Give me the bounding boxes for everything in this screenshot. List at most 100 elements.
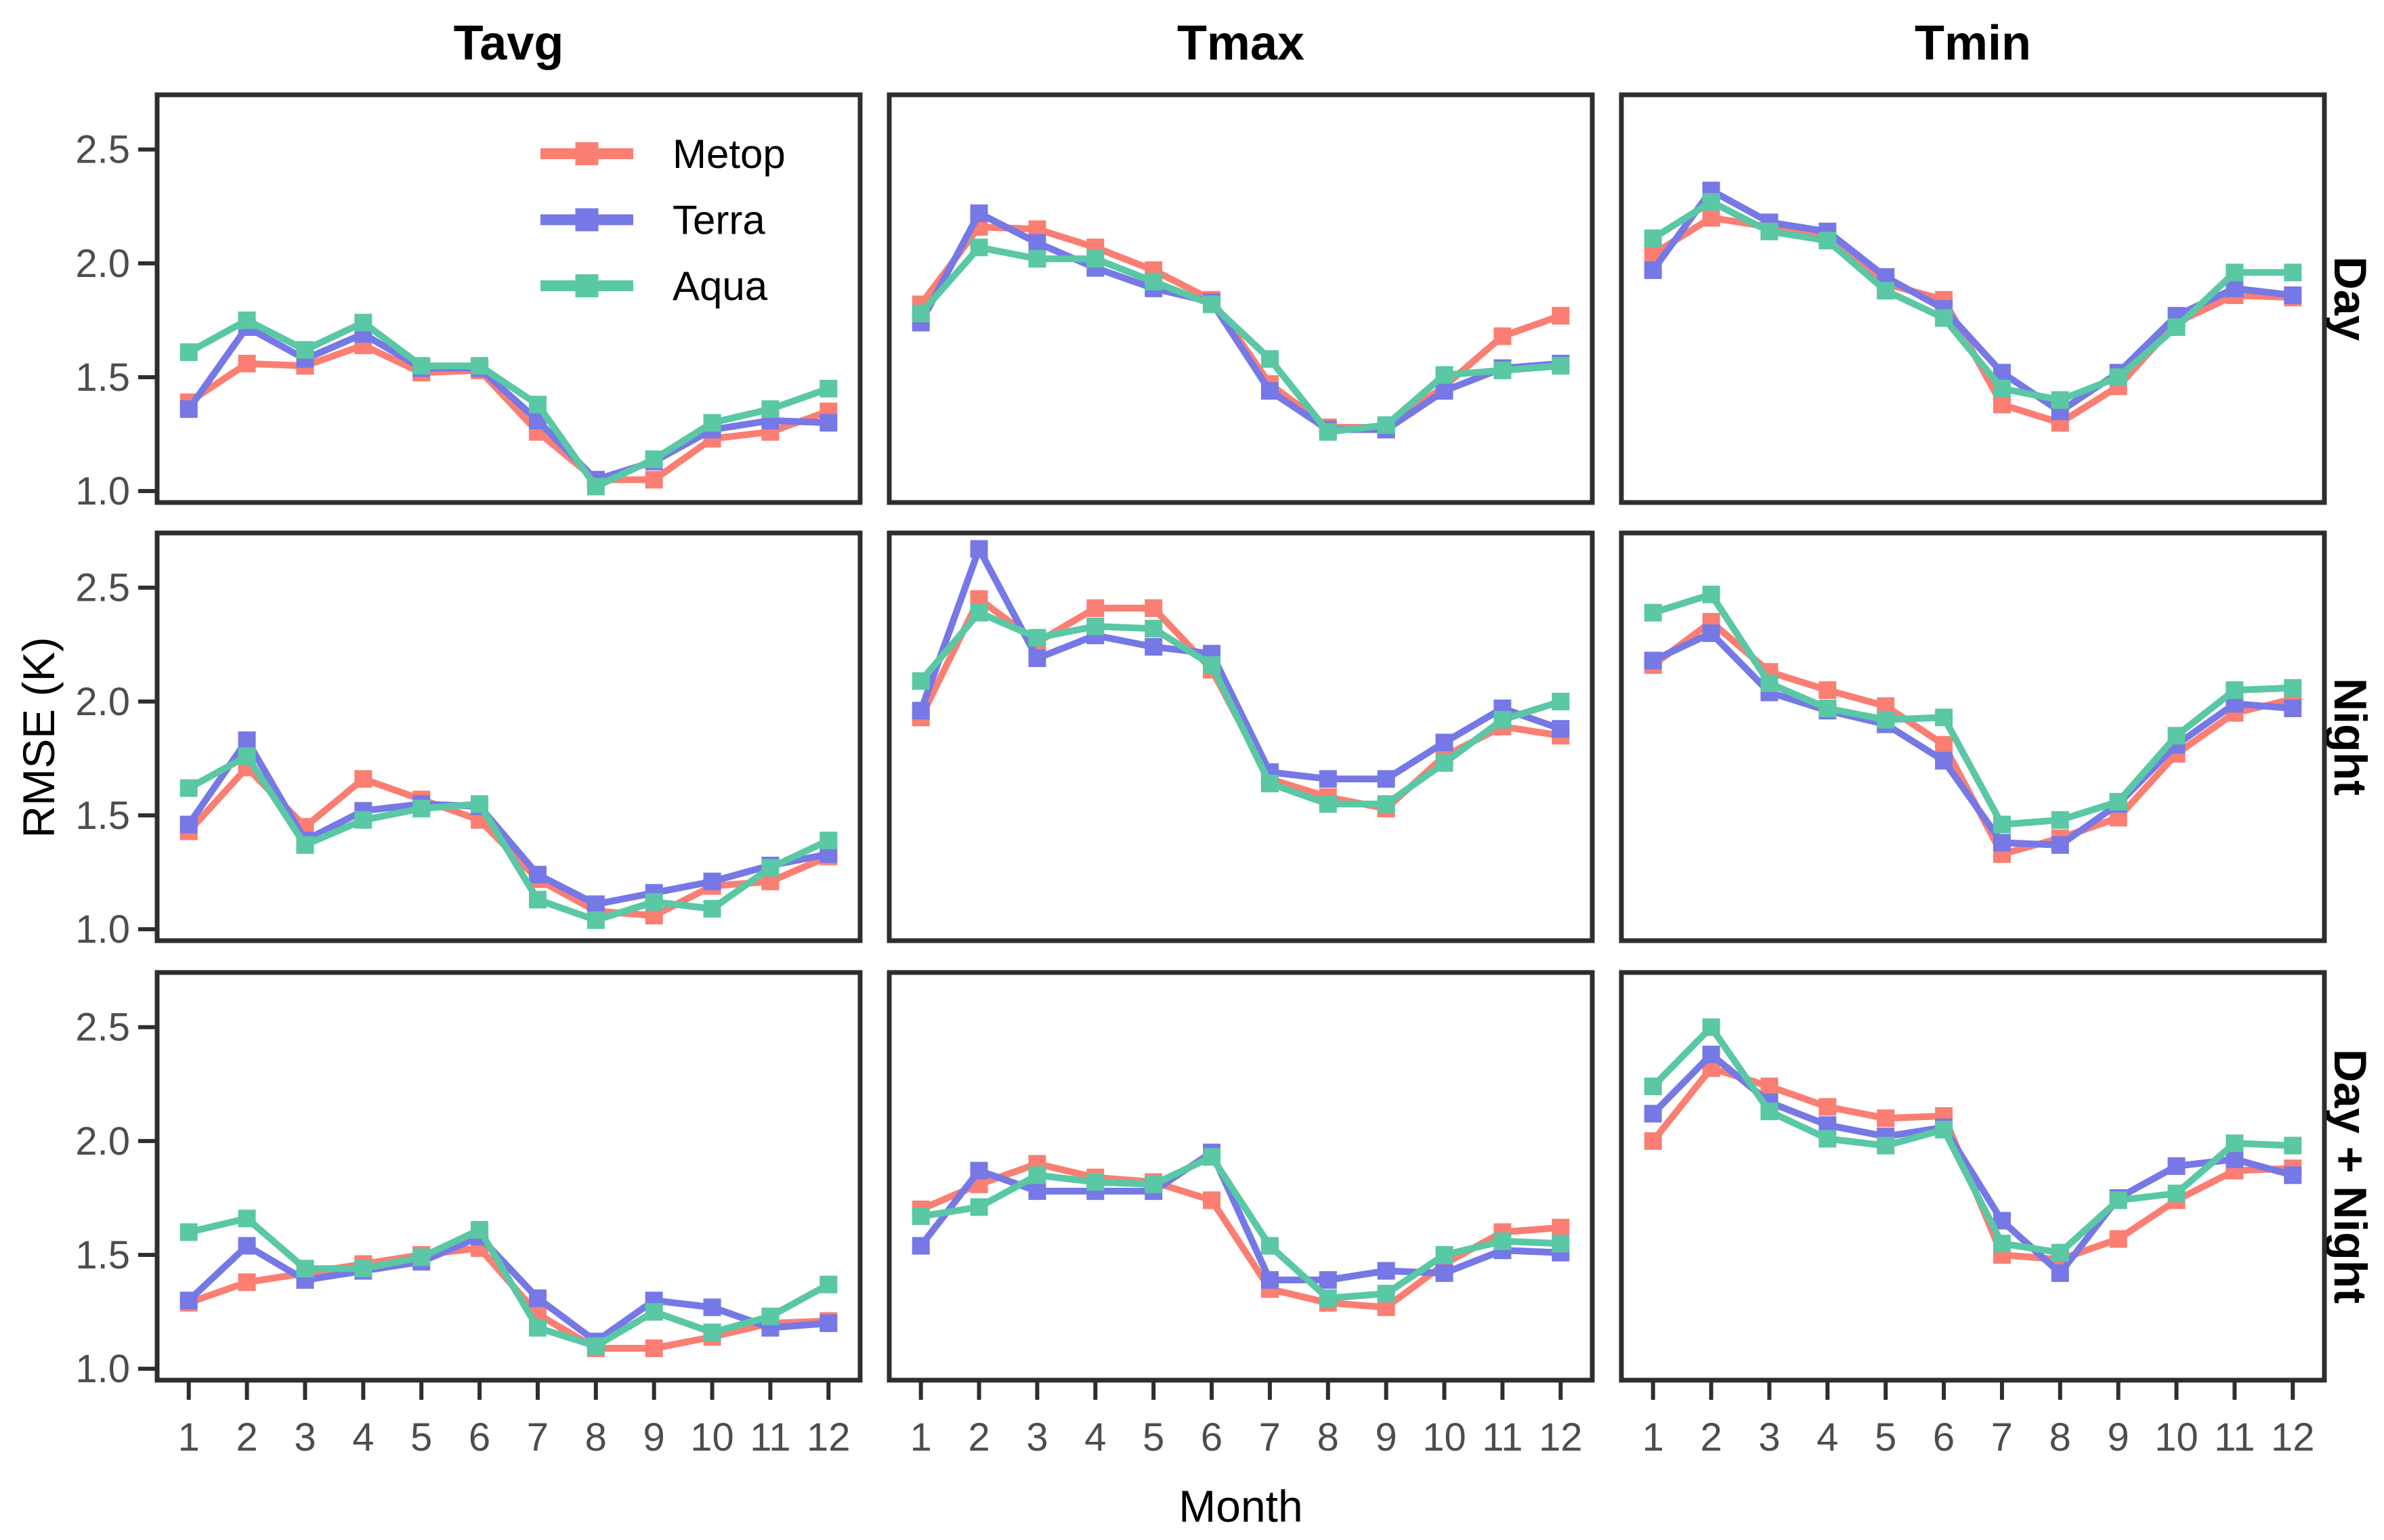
series-marker-terra-tavg-night <box>703 872 721 891</box>
series-marker-terra-tmax-night <box>1028 649 1046 667</box>
series-marker-metop-tavg-day <box>645 471 663 489</box>
series-marker-aqua-tmin-day-night <box>1935 1121 1953 1139</box>
series-line-terra-tmax-day-night <box>917 1149 1564 1283</box>
series-marker-aqua-tmin-day-night <box>1760 1103 1779 1121</box>
x-tick-label: 1 <box>910 1415 932 1459</box>
series-marker-aqua-tmin-night <box>1818 699 1837 717</box>
row-label-day-night: Day + Night <box>2324 1049 2376 1304</box>
series-marker-aqua-tmin-day <box>1644 229 1662 247</box>
series-marker-terra-tmax-night <box>1435 733 1453 752</box>
series-marker-terra-tmax-day-night <box>1319 1271 1337 1289</box>
series-marker-aqua-tavg-night <box>179 779 198 797</box>
series-marker-aqua-tavg-day <box>645 450 663 469</box>
series-marker-aqua-tmax-day <box>1145 272 1163 291</box>
series-marker-aqua-tmax-day <box>1435 366 1453 384</box>
series-marker-aqua-tmax-day <box>1493 361 1512 379</box>
series-marker-aqua-tavg-night <box>703 899 721 918</box>
series-marker-aqua-tmin-night <box>1702 585 1720 603</box>
series-marker-aqua-tmin-day-night <box>1993 1235 2011 1253</box>
x-tick-label: 8 <box>2049 1415 2071 1459</box>
y-tick-label: 2.5 <box>75 128 130 172</box>
series-marker-metop-tavg-day-night <box>238 1273 256 1291</box>
series-marker-metop-tmax-night <box>1086 599 1105 617</box>
series-line-aqua-tavg-day-night <box>185 1215 832 1350</box>
series-marker-metop-tmin-day-night <box>1644 1132 1662 1150</box>
series-marker-aqua-tmax-night <box>1260 774 1279 792</box>
series-line-terra-tmin-day <box>1649 187 2297 415</box>
series-marker-metop-tmin-day-night <box>1818 1098 1837 1116</box>
series-line-aqua-tmin-day-night <box>1649 1023 2297 1256</box>
series-line-metop-tavg-day <box>185 341 832 484</box>
x-tick-label: 5 <box>1875 1415 1896 1459</box>
series-marker-aqua-tavg-night <box>820 832 838 850</box>
series-marker-aqua-tavg-day-night <box>587 1337 605 1355</box>
series-marker-aqua-tmax-night <box>1435 754 1453 772</box>
series-marker-aqua-tavg-day-night <box>528 1319 547 1337</box>
series-marker-aqua-tmax-day-night <box>912 1207 930 1225</box>
x-tick-label: 4 <box>352 1415 374 1459</box>
legend-key-marker-metop <box>575 142 599 165</box>
series-marker-aqua-tavg-night <box>471 795 489 813</box>
series-marker-terra-tmin-day-night <box>2284 1166 2302 1184</box>
series-marker-aqua-tmax-day <box>912 304 930 322</box>
series-marker-aqua-tavg-day <box>471 357 489 375</box>
legend-key-marker-terra <box>575 208 599 232</box>
series-marker-terra-tmin-day-night <box>2051 1264 2069 1282</box>
x-tick-label: 10 <box>1422 1415 1466 1459</box>
series-marker-terra-tmax-day-night <box>1435 1264 1453 1282</box>
series-marker-aqua-tmax-night <box>1493 710 1512 729</box>
series-marker-aqua-tavg-day <box>296 341 314 359</box>
x-tick-label: 9 <box>2108 1415 2129 1459</box>
y-tick-label: 1.0 <box>75 907 130 951</box>
series-marker-metop-tmax-day-night <box>1203 1191 1221 1210</box>
y-axis-title: RMSE (K) <box>14 637 64 838</box>
series-marker-terra-tavg-night <box>528 865 547 884</box>
legend-label-terra: Terra <box>673 198 765 243</box>
x-tick-label: 10 <box>690 1415 734 1459</box>
series-marker-aqua-tmin-day <box>1935 309 1953 327</box>
y-tick-label: 1.0 <box>75 469 130 513</box>
x-tick-label: 4 <box>1816 1415 1838 1459</box>
series-marker-aqua-tmax-night <box>1552 692 1570 710</box>
series-marker-aqua-tmax-day-night <box>1552 1235 1570 1253</box>
series-marker-terra-tavg-night <box>238 731 256 750</box>
panel-tmax-day <box>887 92 1595 505</box>
x-tick-label: 11 <box>2214 1415 2255 1459</box>
row-label-night: Night <box>2324 678 2376 796</box>
x-tick-label: 6 <box>1933 1415 1955 1459</box>
series-marker-aqua-tmax-day-night <box>970 1198 988 1216</box>
x-tick-label: 3 <box>1758 1415 1780 1459</box>
series-marker-aqua-tavg-day-night <box>471 1221 489 1239</box>
series-marker-aqua-tmax-night <box>1377 795 1395 813</box>
legend-label-aqua: Aqua <box>673 263 768 309</box>
series-marker-aqua-tmin-day <box>1702 193 1720 211</box>
series-marker-aqua-tmin-night <box>1877 710 1895 729</box>
series-marker-terra-tavg-day-night <box>820 1314 838 1332</box>
series-marker-terra-tmax-day <box>1435 382 1453 400</box>
series-marker-aqua-tavg-night <box>761 859 780 877</box>
row-label-day: Day <box>2324 257 2376 341</box>
series-marker-metop-tmin-day <box>1702 209 1720 227</box>
x-tick-label: 2 <box>236 1415 257 1459</box>
series-marker-terra-tmax-day-night <box>1260 1271 1279 1289</box>
series-marker-aqua-tavg-day <box>528 395 547 414</box>
series-marker-terra-tmax-day <box>970 204 988 222</box>
x-tick-label: 7 <box>527 1415 549 1459</box>
x-tick-label: 12 <box>1539 1415 1583 1459</box>
series-line-aqua-tmin-day <box>1649 198 2297 404</box>
series-marker-terra-tmin-day <box>2284 286 2302 304</box>
series-line-aqua-tavg-night <box>185 752 832 924</box>
series-marker-aqua-tmax-night <box>1203 656 1221 675</box>
series-marker-aqua-tmax-day <box>1377 416 1395 434</box>
series-marker-terra-tavg-day <box>820 414 838 432</box>
series-marker-aqua-tmin-day-night <box>1644 1077 1662 1096</box>
series-marker-metop-tmin-day-night <box>1760 1077 1779 1096</box>
series-marker-aqua-tmax-night <box>912 672 930 690</box>
series-marker-aqua-tmax-day-night <box>1493 1232 1512 1250</box>
x-tick-label: 4 <box>1084 1415 1106 1459</box>
series-marker-aqua-tmin-night <box>1993 815 2011 834</box>
series-marker-terra-tmax-night <box>1552 720 1570 738</box>
x-tick-label: 8 <box>1317 1415 1339 1459</box>
series-marker-terra-tavg-night <box>179 815 198 834</box>
series-line-terra-tavg-day-night <box>185 1233 832 1345</box>
